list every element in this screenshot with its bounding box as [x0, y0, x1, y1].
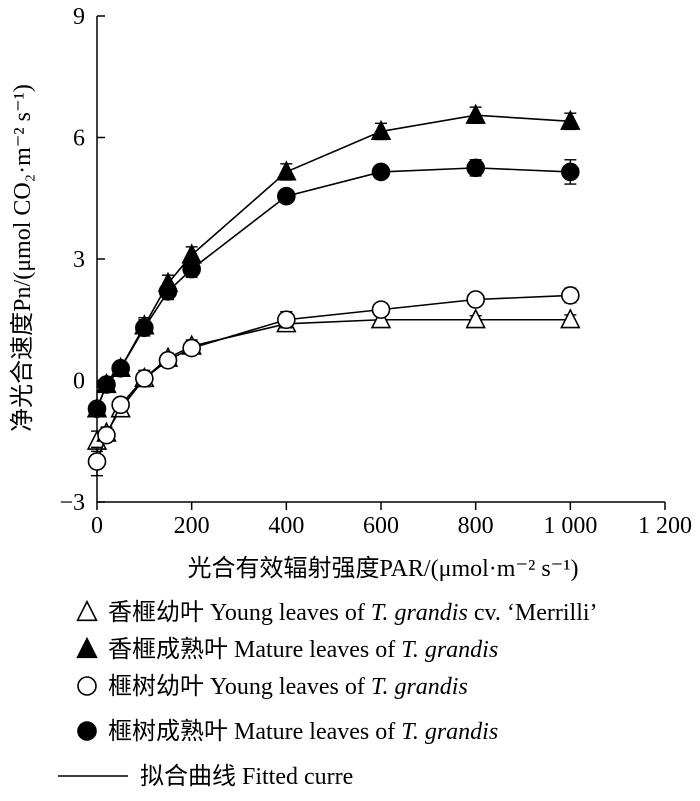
- data-point: [183, 261, 200, 278]
- data-point: [160, 283, 177, 300]
- legend-label-species: T. grandis: [371, 600, 468, 626]
- series-3: [89, 287, 579, 476]
- triangle-open-marker-icon: [78, 602, 97, 621]
- series-layer: [88, 105, 579, 475]
- legend-label: 香榧成熟叶 Mature leaves of T. grandis: [108, 636, 498, 663]
- y-tick-label: 3: [73, 247, 85, 273]
- data-point: [467, 291, 484, 308]
- data-point: [89, 453, 106, 470]
- data-point: [89, 400, 106, 417]
- data-point: [160, 352, 177, 369]
- data-point: [98, 427, 115, 444]
- legend-item-4: 榧树成熟叶 Mature leaves of T. grandis: [78, 718, 498, 745]
- legend-item-fitted-curve: 拟合曲线 Fitted curre: [58, 763, 353, 790]
- y-axis-label: 净光合速度Pn/(μmol CO₂·m⁻² s⁻¹): [9, 84, 36, 432]
- legend-label: 香榧幼叶 Young leaves of T. grandis cv. ‘Mer…: [108, 599, 598, 626]
- y-tick-label: 9: [73, 4, 85, 30]
- legend-label-cn: 榧树幼叶: [108, 673, 204, 700]
- data-point: [136, 370, 153, 387]
- data-point: [278, 311, 295, 328]
- legend-label-en: Young leaves of: [204, 600, 371, 626]
- x-tick-label: 200: [174, 513, 210, 539]
- series-4: [89, 159, 579, 417]
- legend-label-cultivar: cv. ‘Merrilli’: [468, 600, 598, 626]
- data-point: [561, 310, 579, 328]
- legend-label-cn: 香榧成熟叶: [108, 636, 228, 663]
- legend-label-species: T. grandis: [371, 674, 468, 700]
- data-point: [278, 188, 295, 205]
- circle-open-marker-icon: [78, 677, 96, 695]
- legend-label-species: T. grandis: [401, 637, 498, 663]
- data-point: [136, 319, 153, 336]
- legend-label-en: Young leaves of: [204, 674, 371, 700]
- data-point: [373, 301, 390, 318]
- data-point: [373, 163, 390, 180]
- legend-label: 榧树成熟叶 Mature leaves of T. grandis: [108, 718, 498, 745]
- fitted-curve-line: [97, 320, 570, 442]
- fitted-curve-legend-label: 拟合曲线 Fitted curre: [140, 763, 353, 790]
- y-tick-label: −3: [59, 490, 85, 516]
- series-2: [88, 105, 579, 416]
- data-point: [98, 376, 115, 393]
- legend-item-2: 香榧成熟叶 Mature leaves of T. grandis: [78, 636, 499, 663]
- data-point: [467, 105, 485, 123]
- x-axis-label: 光合有效辐射强度PAR/(μmol·m⁻² s⁻¹): [187, 555, 578, 582]
- data-point: [562, 163, 579, 180]
- legend-label-cn: 香榧幼叶: [108, 599, 204, 626]
- y-tick-label: 6: [73, 126, 85, 152]
- data-point: [562, 287, 579, 304]
- photosynthesis-light-response-chart: −303690 200 400 600 800 1 000 1 200 光合有效辐射强度PA…: [0, 0, 700, 801]
- data-point: [467, 159, 484, 176]
- legend-label-en: Mature leaves of: [228, 637, 401, 663]
- legend-item-3: 榧树幼叶 Young leaves of T. grandis: [78, 673, 468, 700]
- legend-label: 榧树幼叶 Young leaves of T. grandis: [108, 673, 468, 700]
- circle-filled-marker-icon: [78, 722, 96, 740]
- x-tick-label: 600: [363, 513, 399, 539]
- data-point: [467, 310, 485, 328]
- data-point: [112, 396, 129, 413]
- x-tick-label: 400: [268, 513, 304, 539]
- x-tick-label: 1 200: [638, 513, 692, 539]
- legend-label-cn: 榧树成熟叶: [108, 718, 228, 745]
- triangle-filled-marker-icon: [78, 639, 97, 658]
- y-tick-label: 0: [73, 369, 85, 395]
- legend: 香榧幼叶 Young leaves of T. grandis cv. ‘Mer…: [58, 599, 598, 790]
- data-point: [183, 340, 200, 357]
- data-point: [277, 162, 295, 180]
- x-tick-label: 1 000: [543, 513, 597, 539]
- x-tick-label: 800: [458, 513, 494, 539]
- series-1: [88, 310, 579, 451]
- data-point: [112, 360, 129, 377]
- legend-label-species: T. grandis: [401, 719, 498, 745]
- x-tick-label: 0: [91, 513, 103, 539]
- legend-label-en: Mature leaves of: [228, 719, 401, 745]
- legend-item-1: 香榧幼叶 Young leaves of T. grandis cv. ‘Mer…: [78, 599, 598, 626]
